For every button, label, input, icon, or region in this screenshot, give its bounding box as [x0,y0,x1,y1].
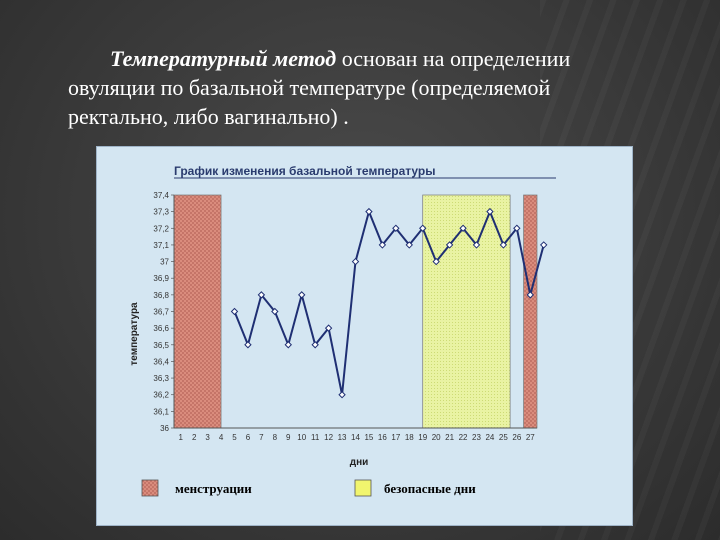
x-tick-label: 4 [219,433,224,442]
x-tick-label: 1 [178,433,183,442]
y-tick-label: 37 [160,258,169,267]
series-layer [230,207,548,399]
legend-swatch-0 [141,479,159,497]
x-tick-label: 14 [351,433,360,442]
data-point [513,224,521,232]
y-tick-label: 36,1 [153,407,169,416]
x-tick-label: 23 [472,433,481,442]
data-point [459,224,467,232]
ticks-layer: 37,437,337,237,13736,936,836,736,636,536… [153,191,535,442]
y-tick-label: 36 [160,424,169,433]
basal-temperature-chart: График изменения базальной температуры т… [129,164,556,497]
x-axis-label: дни [350,457,369,468]
y-tick-label: 36,7 [153,308,169,317]
data-point [298,291,306,299]
y-tick-label: 36,2 [153,391,169,400]
band-menstruation-2 [523,194,538,429]
x-tick-label: 11 [311,433,320,442]
x-tick-label: 7 [259,433,264,442]
x-tick-label: 27 [526,433,535,442]
data-point [284,341,292,349]
x-tick-label: 5 [232,433,237,442]
series-line [233,208,545,395]
chart-title: График изменения базальной температуры [174,164,436,178]
x-tick-label: 20 [432,433,441,442]
y-tick-label: 37,4 [153,191,169,200]
y-tick-label: 37,2 [153,224,169,233]
x-tick-label: 13 [338,433,347,442]
chart-frame: График изменения базальной температуры т… [96,146,633,526]
x-tick-label: 24 [485,433,494,442]
data-point [432,257,440,266]
x-tick-label: 18 [405,433,414,442]
x-tick-label: 2 [192,433,197,442]
data-point [230,307,239,316]
x-tick-label: 12 [324,433,333,442]
data-point [419,224,427,232]
x-tick-label: 19 [418,433,427,442]
slide-text: Температурный метод основан на определен… [68,44,668,131]
data-point [540,241,548,249]
slide-text-line3: ректально, либо вагинально) . [68,104,349,129]
band-menstruation-0 [173,194,222,429]
x-tick-label: 6 [246,433,251,442]
data-point [324,324,333,332]
y-tick-label: 36,5 [153,341,169,350]
y-tick-label: 36,6 [153,324,169,333]
data-point [244,341,252,349]
x-tick-label: 16 [378,433,387,442]
legend-label-1: безопасные дни [384,481,476,496]
data-point [311,341,319,349]
y-tick-label: 36,3 [153,374,169,383]
legend-layer: менструации безопасные дни [141,479,476,497]
y-tick-label: 37,1 [153,241,169,250]
data-point [405,241,413,249]
data-point [378,241,387,249]
x-tick-label: 3 [205,433,210,442]
data-point [338,391,346,399]
data-point [472,241,481,249]
x-tick-label: 10 [297,433,306,442]
data-point [486,207,494,216]
data-point [257,291,266,299]
data-point [351,257,360,266]
legend-label-0: менструации [175,481,252,496]
x-tick-label: 22 [459,433,468,442]
y-axis-label: температура [129,302,140,366]
legend-swatch-1 [354,479,372,497]
slide-text-line1: основан на определении [336,46,571,71]
y-tick-label: 37,3 [153,208,169,217]
data-point [271,307,279,316]
data-point [526,291,534,299]
x-tick-label: 9 [286,433,291,442]
x-tick-label: 8 [273,433,278,442]
y-tick-label: 36,8 [153,291,169,300]
slide-lead: Температурный метод [110,46,337,71]
data-point [365,207,373,216]
y-tick-label: 36,9 [153,274,169,283]
x-tick-label: 25 [499,433,508,442]
x-tick-label: 17 [391,433,400,442]
x-tick-label: 26 [512,433,521,442]
data-point [499,241,508,249]
x-tick-label: 15 [364,433,373,442]
data-point [445,241,454,249]
y-tick-label: 36,4 [153,357,169,366]
slide-text-line2: овуляции по базальной температуре (опред… [68,75,551,100]
x-tick-label: 21 [445,433,454,442]
data-point [392,224,400,232]
